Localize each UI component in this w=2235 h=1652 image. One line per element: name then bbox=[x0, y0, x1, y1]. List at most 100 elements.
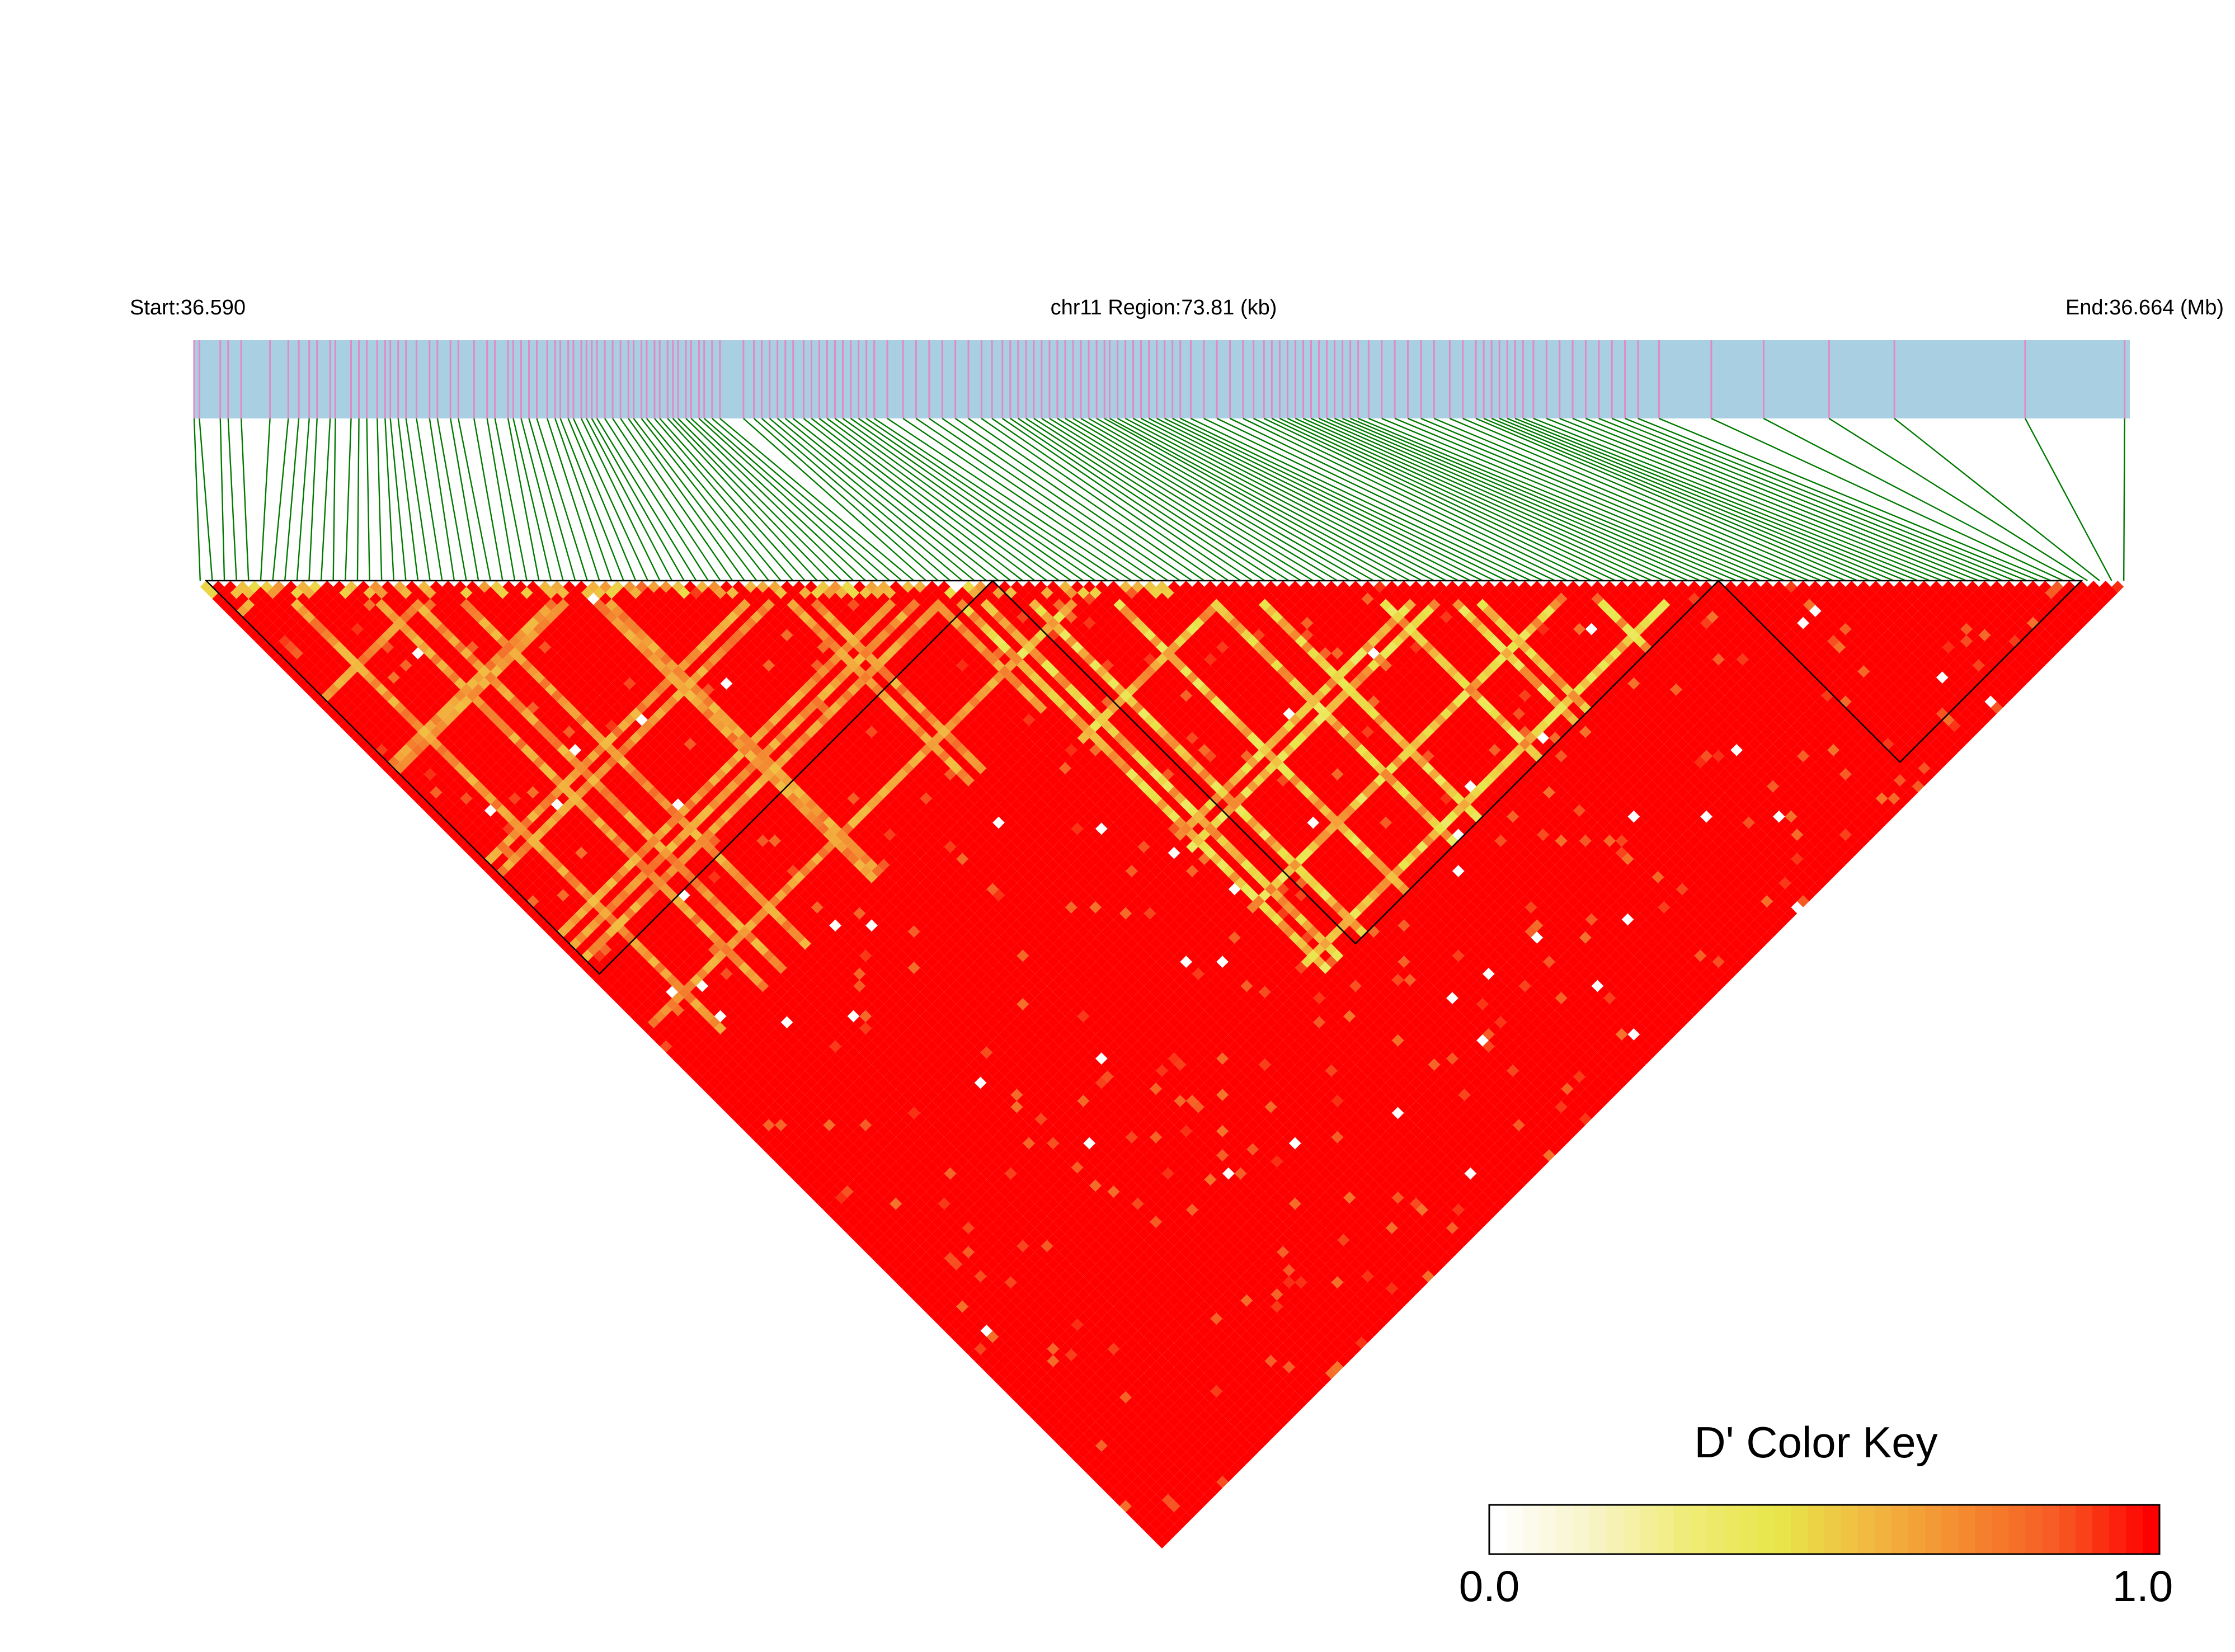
snp-connector-line bbox=[1049, 417, 1314, 582]
snp-connector-line bbox=[405, 418, 431, 581]
snp-connector-line bbox=[954, 418, 1193, 581]
snp-connector-line bbox=[1263, 417, 1604, 582]
snp-connector-line bbox=[784, 418, 987, 581]
snp-connector-line bbox=[777, 418, 975, 581]
snp-connector-line bbox=[1033, 417, 1290, 582]
snp-connector-line bbox=[227, 418, 237, 581]
snp-connector-line bbox=[703, 418, 891, 581]
snp-connector-line bbox=[1491, 417, 1883, 582]
snp-connector-line bbox=[2024, 418, 2112, 581]
snp-connector-line bbox=[743, 418, 927, 581]
snp-connector-line bbox=[850, 418, 1084, 581]
snp-connector-line bbox=[698, 418, 878, 581]
snp-connector-line bbox=[580, 418, 661, 581]
snp-connector-line bbox=[1088, 417, 1375, 582]
snp-connector-line bbox=[826, 418, 1048, 581]
snp-connector-line bbox=[991, 418, 1229, 581]
snp-connector-line bbox=[429, 418, 455, 581]
snp-connector-line bbox=[620, 418, 733, 581]
snp-connector-line bbox=[1358, 417, 1749, 582]
snp-connector-line bbox=[1638, 417, 2040, 582]
snp-connector-line bbox=[320, 418, 331, 581]
snp-connector-line bbox=[1156, 417, 1483, 582]
snp-connector-line bbox=[811, 418, 1024, 581]
snp-connector-line bbox=[450, 418, 479, 581]
snp-connector-line bbox=[641, 418, 770, 581]
snp-connector-line bbox=[1394, 417, 1786, 582]
snp-connector-line bbox=[1080, 417, 1362, 582]
snp-connector-line bbox=[1109, 417, 1410, 582]
snp-connector-line bbox=[1065, 417, 1338, 582]
snp-connector-line bbox=[1072, 417, 1350, 582]
snp-connector-line bbox=[834, 418, 1060, 581]
snp-connector-line bbox=[792, 418, 999, 581]
snp-connector-line bbox=[1190, 417, 1532, 582]
snp-connector-line bbox=[1449, 417, 1834, 582]
snp-connector-line bbox=[1546, 417, 1955, 582]
snp-connector-line bbox=[874, 417, 1120, 582]
snp-connector-line bbox=[596, 418, 697, 581]
snp-connector-line bbox=[1216, 417, 1556, 582]
snp-connector-line bbox=[887, 418, 1132, 581]
snp-connector-line bbox=[942, 418, 1181, 581]
snp-connector-line bbox=[389, 418, 407, 581]
snp-connector-line bbox=[915, 418, 1156, 581]
snp-connector-line bbox=[667, 418, 818, 581]
snp-connector-line bbox=[1124, 417, 1435, 582]
marker-ticks bbox=[193, 340, 2126, 418]
snp-connector-line bbox=[685, 418, 854, 581]
snp-connector-line bbox=[1514, 417, 1919, 582]
snp-connector-line bbox=[572, 418, 649, 581]
snp-connector-line bbox=[1149, 417, 1471, 582]
snp-connector-line bbox=[1319, 417, 1689, 582]
end-label: End:36.664 (Mb) bbox=[2065, 296, 2224, 319]
snp-connector-line bbox=[591, 418, 685, 581]
snp-connector-line bbox=[1243, 417, 1580, 582]
snp-connector-line bbox=[1104, 417, 1399, 582]
snp-connector-line bbox=[1483, 417, 1870, 582]
snp-connector-line bbox=[586, 418, 673, 581]
snp-connector-line bbox=[1408, 417, 1798, 582]
snp-connector-line bbox=[199, 418, 213, 581]
snp-connector-line bbox=[397, 418, 419, 581]
snp-connector-line bbox=[633, 418, 757, 581]
snp-connector-line bbox=[659, 418, 806, 581]
snp-connector-line bbox=[512, 418, 552, 581]
snp-connector-line bbox=[1311, 417, 1677, 582]
snp-connector-line bbox=[1894, 418, 2100, 581]
snp-connector-line bbox=[240, 418, 250, 581]
snp-connector-line bbox=[719, 418, 915, 581]
snp-connector-line bbox=[646, 418, 782, 581]
snp-connector-line bbox=[272, 418, 289, 581]
snp-connector-line bbox=[753, 418, 939, 581]
snp-connector-line bbox=[1271, 417, 1616, 582]
snp-connector-line bbox=[1522, 417, 1931, 582]
snp-connector-line bbox=[1025, 417, 1278, 582]
snp-connector-line bbox=[690, 418, 867, 581]
snp-connector-line bbox=[296, 418, 310, 581]
ld-cells bbox=[200, 581, 2124, 1549]
snp-connector-line bbox=[865, 418, 1108, 581]
snp-connector-line bbox=[1117, 417, 1423, 582]
snp-connector-line bbox=[1133, 417, 1447, 582]
snp-connector-line bbox=[1420, 417, 1810, 582]
snp-connector-line bbox=[858, 418, 1096, 581]
snp-connector-line bbox=[761, 418, 951, 581]
snp-connectors bbox=[193, 417, 2125, 582]
snp-connector-line bbox=[1326, 417, 1701, 582]
snp-connector-line bbox=[1368, 417, 1761, 582]
snp-connector-line bbox=[1057, 417, 1326, 582]
snp-connector-line bbox=[1507, 417, 1907, 582]
start-label: Start:36.590 bbox=[130, 296, 246, 319]
snp-connector-line bbox=[219, 418, 225, 581]
snp-connector-line bbox=[769, 418, 963, 581]
snp-connector-line bbox=[1433, 417, 1822, 582]
snp-connector-line bbox=[377, 418, 383, 581]
snp-connector-line bbox=[1203, 417, 1544, 582]
snp-connector-line bbox=[1763, 417, 2076, 582]
snp-connector-line bbox=[1625, 417, 2027, 582]
snp-connector-line bbox=[494, 418, 528, 581]
snp-connector-line bbox=[260, 418, 271, 581]
snp-connector-line bbox=[458, 418, 491, 581]
